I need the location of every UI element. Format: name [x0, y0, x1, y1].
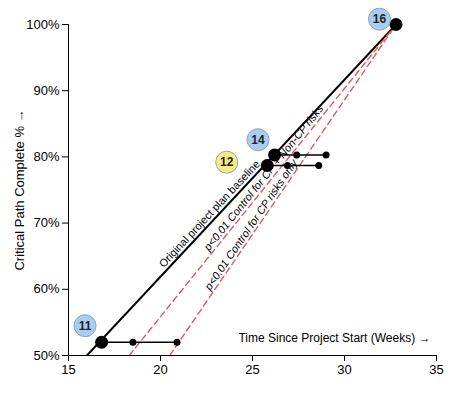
svg-text:12: 12 [220, 155, 234, 169]
svg-text:35: 35 [429, 362, 443, 377]
svg-text:Original project plan baseline: Original project plan baseline [156, 157, 262, 270]
svg-text:15: 15 [61, 362, 75, 377]
svg-text:50%: 50% [33, 348, 59, 363]
svg-text:25: 25 [245, 362, 259, 377]
svg-text:20: 20 [153, 362, 167, 377]
svg-text:60%: 60% [33, 281, 59, 296]
svg-text:16: 16 [373, 12, 387, 26]
svg-text:11: 11 [79, 319, 92, 333]
svg-text:90%: 90% [33, 83, 59, 98]
svg-text:30: 30 [337, 362, 351, 377]
svg-text:80%: 80% [33, 149, 59, 164]
svg-text:70%: 70% [33, 215, 59, 230]
svg-text:p<0.01 Control for CP + Non-CP: p<0.01 Control for CP + Non-CP risks [201, 102, 326, 253]
svg-text:Time Since Project Start (Week: Time Since Project Start (Weeks) → [238, 331, 430, 345]
svg-text:100%: 100% [26, 17, 60, 32]
svg-text:14: 14 [251, 133, 265, 147]
svg-text:p<0.01 Control for CP risks on: p<0.01 Control for CP risks only [202, 156, 301, 293]
svg-text:Critical Path Complete % →: Critical Path Complete % → [12, 109, 27, 270]
